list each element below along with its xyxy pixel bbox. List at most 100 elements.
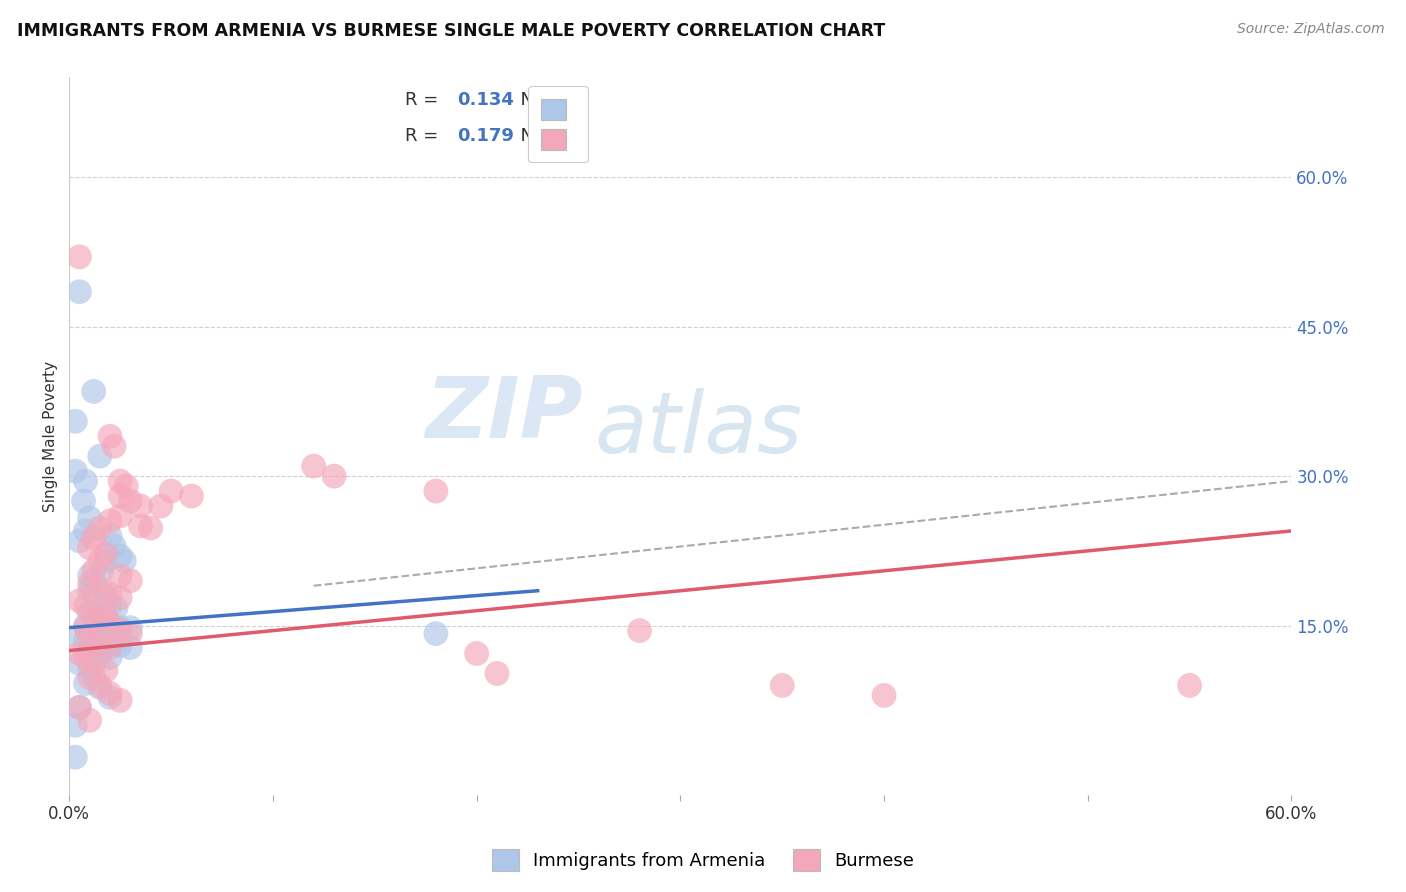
Text: N =: N = bbox=[509, 91, 561, 110]
Point bbox=[94, 589, 117, 603]
Text: 0.134: 0.134 bbox=[457, 91, 513, 110]
Point bbox=[628, 624, 651, 638]
Point bbox=[149, 499, 172, 513]
Point bbox=[98, 621, 121, 635]
Point bbox=[65, 718, 87, 732]
Point bbox=[105, 600, 128, 615]
Point bbox=[1178, 678, 1201, 692]
Point bbox=[75, 676, 97, 690]
Point bbox=[112, 554, 135, 568]
Legend: Immigrants from Armenia, Burmese: Immigrants from Armenia, Burmese bbox=[485, 842, 921, 879]
Point bbox=[770, 678, 793, 692]
Point bbox=[65, 750, 87, 764]
Point bbox=[108, 508, 131, 523]
Point bbox=[89, 554, 111, 568]
Point bbox=[89, 521, 111, 535]
Point bbox=[120, 494, 142, 508]
Point bbox=[67, 700, 90, 714]
Point bbox=[485, 666, 508, 681]
Legend: , : , bbox=[529, 87, 588, 162]
Point bbox=[94, 554, 117, 568]
Point bbox=[302, 459, 325, 474]
Point bbox=[79, 631, 101, 645]
Point bbox=[75, 599, 97, 613]
Point bbox=[98, 616, 121, 631]
Point bbox=[873, 689, 896, 703]
Point bbox=[89, 678, 111, 692]
Point bbox=[108, 639, 131, 653]
Point bbox=[89, 581, 111, 595]
Point bbox=[75, 621, 97, 635]
Point bbox=[108, 693, 131, 707]
Point bbox=[79, 541, 101, 555]
Point bbox=[79, 511, 101, 525]
Text: IMMIGRANTS FROM ARMENIA VS BURMESE SINGLE MALE POVERTY CORRELATION CHART: IMMIGRANTS FROM ARMENIA VS BURMESE SINGL… bbox=[17, 22, 886, 40]
Point bbox=[89, 648, 111, 663]
Point bbox=[98, 514, 121, 528]
Point bbox=[98, 636, 121, 650]
Point bbox=[89, 449, 111, 463]
Point bbox=[79, 606, 101, 620]
Point bbox=[79, 569, 101, 583]
Point bbox=[90, 629, 112, 643]
Point bbox=[89, 681, 111, 695]
Point bbox=[120, 574, 142, 588]
Point bbox=[115, 479, 138, 493]
Point bbox=[83, 564, 105, 578]
Point bbox=[65, 414, 87, 428]
Point bbox=[90, 564, 112, 578]
Point bbox=[83, 531, 105, 545]
Point bbox=[75, 524, 97, 538]
Y-axis label: Single Male Poverty: Single Male Poverty bbox=[44, 360, 58, 512]
Point bbox=[103, 539, 125, 553]
Point bbox=[94, 664, 117, 678]
Point bbox=[98, 690, 121, 705]
Point bbox=[67, 700, 90, 714]
Point bbox=[108, 569, 131, 583]
Point bbox=[139, 521, 162, 535]
Point bbox=[67, 250, 90, 264]
Point bbox=[75, 650, 97, 665]
Point bbox=[83, 384, 105, 399]
Point bbox=[129, 519, 152, 533]
Text: N =: N = bbox=[509, 128, 561, 145]
Point bbox=[65, 464, 87, 478]
Text: 57: 57 bbox=[554, 128, 579, 145]
Point bbox=[160, 484, 183, 499]
Point bbox=[89, 604, 111, 618]
Point bbox=[465, 647, 488, 661]
Point bbox=[108, 621, 131, 635]
Point bbox=[83, 668, 105, 682]
Point bbox=[67, 657, 90, 671]
Point bbox=[75, 618, 97, 632]
Point bbox=[83, 614, 105, 628]
Point bbox=[72, 494, 94, 508]
Point bbox=[94, 547, 117, 561]
Point bbox=[98, 429, 121, 443]
Point bbox=[120, 640, 142, 655]
Text: 50: 50 bbox=[554, 91, 579, 110]
Point bbox=[83, 657, 105, 671]
Point bbox=[425, 484, 447, 499]
Point bbox=[108, 489, 131, 503]
Text: ZIP: ZIP bbox=[425, 373, 582, 456]
Point bbox=[108, 624, 131, 638]
Point bbox=[180, 489, 202, 503]
Text: R =: R = bbox=[405, 128, 444, 145]
Point bbox=[67, 631, 90, 645]
Point bbox=[425, 626, 447, 640]
Point bbox=[89, 636, 111, 650]
Text: R =: R = bbox=[405, 91, 444, 110]
Point bbox=[87, 610, 110, 624]
Point bbox=[83, 574, 105, 588]
Point bbox=[98, 587, 121, 601]
Point bbox=[98, 650, 121, 665]
Point bbox=[67, 647, 90, 661]
Point bbox=[98, 640, 121, 655]
Point bbox=[98, 599, 121, 613]
Point bbox=[108, 474, 131, 488]
Point bbox=[67, 285, 90, 299]
Point bbox=[323, 469, 346, 483]
Text: Source: ZipAtlas.com: Source: ZipAtlas.com bbox=[1237, 22, 1385, 37]
Point bbox=[108, 591, 131, 605]
